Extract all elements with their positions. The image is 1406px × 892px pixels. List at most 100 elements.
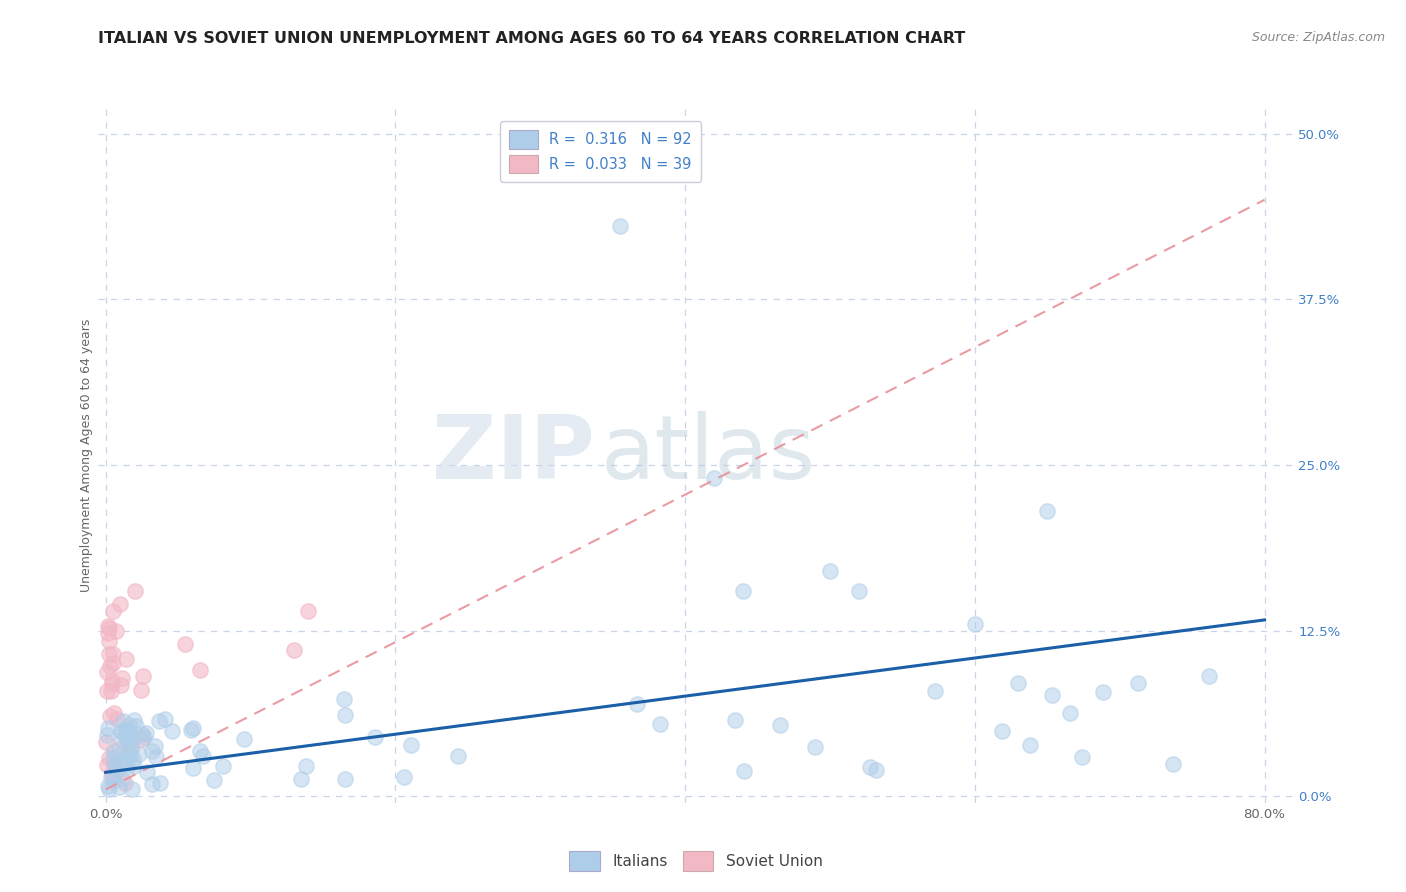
Point: [97, 619, 120, 633]
Point: [117, 760, 139, 774]
Point: [963, 616, 986, 631]
Point: [105, 712, 128, 726]
Point: [145, 750, 167, 764]
Point: [212, 759, 235, 773]
Point: [141, 777, 163, 791]
Point: [98, 709, 121, 723]
Point: [333, 772, 356, 786]
Point: [160, 724, 183, 739]
Point: [399, 738, 422, 752]
Point: [111, 726, 134, 740]
Point: [174, 637, 197, 651]
Point: [188, 663, 211, 677]
Point: [112, 714, 135, 728]
Point: [141, 744, 163, 758]
Point: [111, 733, 134, 747]
Point: [131, 731, 153, 746]
Y-axis label: Unemployment Among Ages 60 to 64 years: Unemployment Among Ages 60 to 64 years: [80, 318, 93, 591]
Point: [104, 757, 127, 772]
Point: [122, 713, 145, 727]
Point: [1092, 685, 1115, 699]
Point: [648, 717, 671, 731]
Point: [446, 748, 468, 763]
Point: [117, 734, 139, 748]
Point: [105, 760, 128, 774]
Point: [101, 767, 124, 781]
Point: [100, 684, 122, 698]
Point: [202, 772, 225, 787]
Point: [129, 682, 152, 697]
Point: [125, 719, 148, 733]
Point: [131, 727, 153, 741]
Point: [991, 724, 1014, 739]
Point: [97, 721, 120, 735]
Point: [107, 748, 129, 763]
Point: [94, 735, 117, 749]
Point: [114, 723, 136, 737]
Point: [392, 770, 415, 784]
Point: [364, 730, 387, 744]
Point: [1128, 675, 1150, 690]
Point: [114, 756, 136, 771]
Text: ITALIAN VS SOVIET UNION UNEMPLOYMENT AMONG AGES 60 TO 64 YEARS CORRELATION CHART: ITALIAN VS SOVIET UNION UNEMPLOYMENT AMO…: [98, 31, 966, 46]
Point: [124, 583, 146, 598]
Point: [96, 758, 118, 772]
Point: [859, 759, 882, 773]
Point: [98, 659, 121, 673]
Point: [723, 713, 745, 727]
Point: [114, 730, 136, 744]
Legend: Italians, Soviet Union: Italians, Soviet Union: [562, 844, 830, 879]
Point: [120, 732, 142, 747]
Point: [115, 731, 138, 745]
Point: [103, 772, 125, 787]
Point: [120, 741, 142, 756]
Point: [283, 643, 305, 657]
Point: [181, 721, 204, 735]
Point: [609, 219, 631, 234]
Point: [153, 712, 176, 726]
Point: [96, 729, 118, 743]
Point: [107, 742, 129, 756]
Point: [134, 731, 156, 745]
Point: [335, 708, 357, 723]
Point: [111, 671, 134, 685]
Point: [101, 657, 124, 671]
Point: [103, 758, 125, 772]
Point: [769, 718, 792, 732]
Point: [132, 669, 155, 683]
Point: [101, 751, 124, 765]
Point: [188, 744, 211, 758]
Point: [115, 652, 138, 666]
Point: [294, 759, 316, 773]
Point: [1198, 669, 1220, 683]
Point: [626, 697, 648, 711]
Point: [105, 624, 128, 639]
Point: [108, 780, 131, 794]
Point: [96, 683, 118, 698]
Point: [111, 772, 134, 786]
Point: [128, 747, 150, 761]
Point: [98, 751, 121, 765]
Point: [101, 677, 124, 691]
Point: [96, 665, 118, 679]
Point: [121, 752, 143, 766]
Point: [110, 724, 132, 739]
Point: [703, 471, 725, 485]
Point: [97, 621, 120, 635]
Point: [1161, 757, 1184, 772]
Point: [1040, 688, 1063, 702]
Text: Source: ZipAtlas.com: Source: ZipAtlas.com: [1251, 31, 1385, 45]
Point: [1007, 676, 1029, 690]
Point: [1071, 750, 1094, 764]
Point: [143, 739, 166, 753]
Point: [97, 647, 120, 661]
Point: [290, 772, 312, 787]
Point: [733, 764, 755, 778]
Point: [333, 691, 356, 706]
Point: [191, 748, 214, 763]
Point: [1036, 504, 1059, 518]
Point: [149, 776, 172, 790]
Point: [118, 718, 141, 732]
Point: [1059, 706, 1081, 720]
Point: [114, 776, 136, 790]
